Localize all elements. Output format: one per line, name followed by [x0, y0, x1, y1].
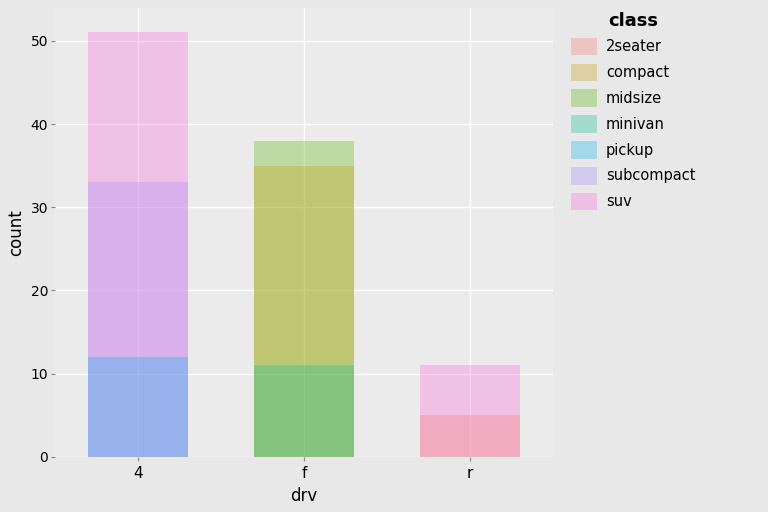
Bar	[254, 141, 354, 457]
Legend: 2seater, compact, midsize, minivan, pickup, subcompact, suv: 2seater, compact, midsize, minivan, pick…	[565, 6, 701, 216]
Y-axis label: count: count	[7, 209, 25, 255]
Bar	[88, 182, 188, 457]
Bar	[88, 32, 188, 457]
Bar	[254, 365, 354, 457]
Bar	[420, 415, 520, 457]
Bar	[254, 165, 354, 457]
Bar	[88, 357, 188, 457]
X-axis label: drv: drv	[290, 487, 318, 505]
Bar	[420, 365, 520, 457]
